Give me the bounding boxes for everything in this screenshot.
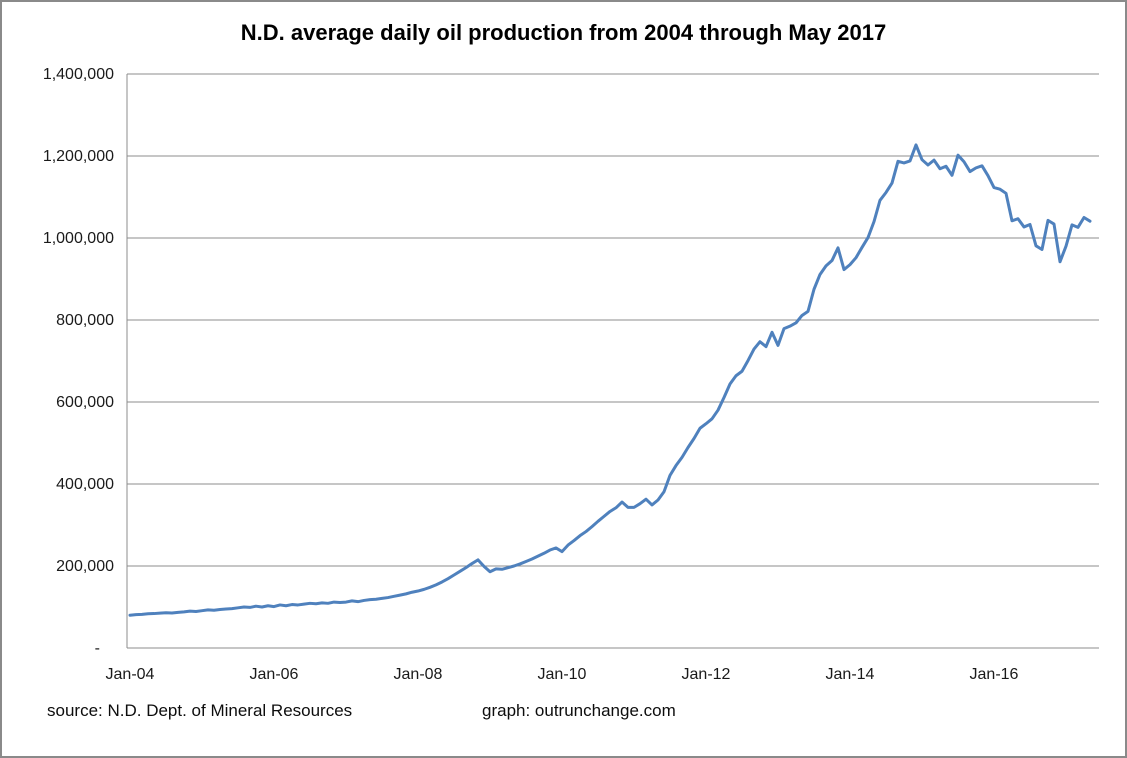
y-tick-label: - <box>95 640 100 657</box>
credit-note: graph: outrunchange.com <box>482 701 676 720</box>
x-tick-label: Jan-08 <box>394 666 443 683</box>
x-tick-label: Jan-16 <box>970 666 1019 683</box>
y-tick-label: 200,000 <box>56 558 114 575</box>
y-tick-label: 1,400,000 <box>43 66 114 83</box>
y-tick-label: 1,000,000 <box>43 230 114 247</box>
production-series-line <box>128 143 1092 617</box>
x-tick-label: Jan-04 <box>106 666 155 683</box>
x-tick-label: Jan-14 <box>826 666 875 683</box>
chart-title: N.D. average daily oil production from 2… <box>240 20 887 45</box>
y-tick-label: 800,000 <box>56 312 114 329</box>
y-tick-label: 1,200,000 <box>43 148 114 165</box>
x-tick-label: Jan-12 <box>682 666 731 683</box>
x-tick-label: Jan-10 <box>538 666 587 683</box>
y-tick-label: 600,000 <box>56 394 114 411</box>
y-tick-label: 400,000 <box>56 476 114 493</box>
x-tick-label: Jan-06 <box>250 666 299 683</box>
source-note: source: N.D. Dept. of Mineral Resources <box>47 701 353 720</box>
